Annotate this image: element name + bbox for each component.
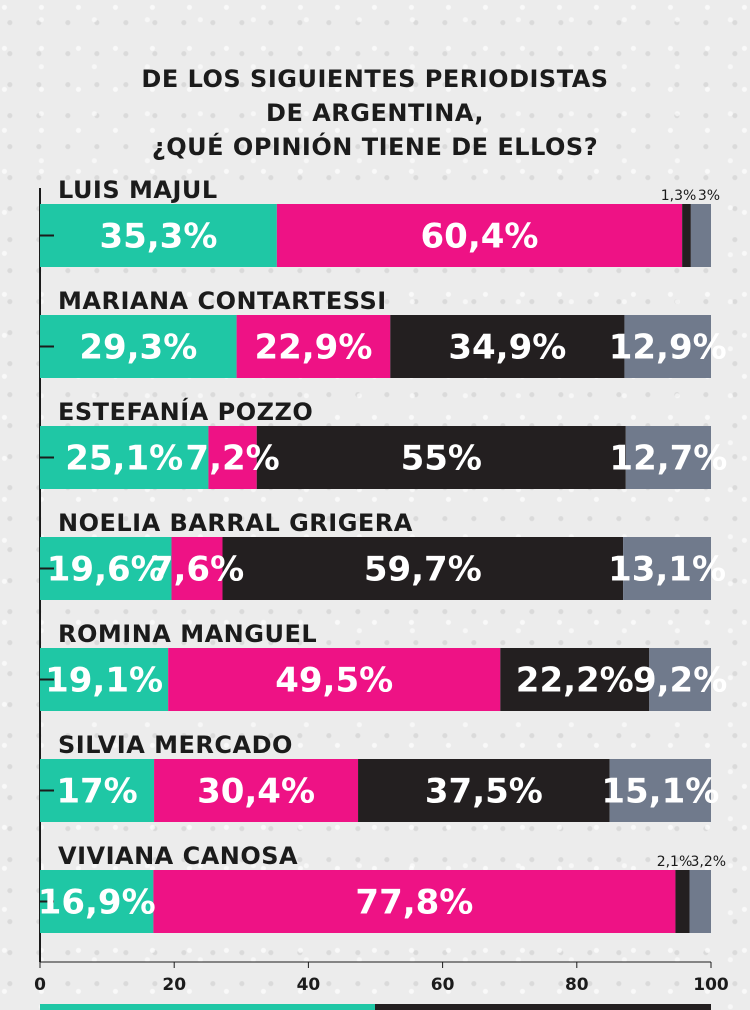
bar-segment xyxy=(40,426,209,489)
title-line-3: ¿QUÉ OPINIÓN TIENE DE ELLOS? xyxy=(151,133,599,161)
data-label-small: 2,1% xyxy=(657,854,693,870)
bar-segment xyxy=(682,204,691,267)
data-label: 30,4% xyxy=(197,772,315,812)
data-label: 13,1% xyxy=(608,550,726,590)
bar-segment xyxy=(624,315,711,378)
bar-segment xyxy=(358,759,610,822)
x-tick-label: 80 xyxy=(565,975,589,995)
row-label: VIVIANA CANOSA xyxy=(58,842,298,870)
data-label: 35,3% xyxy=(99,217,217,257)
bar-segment xyxy=(40,537,172,600)
bar-segment xyxy=(154,759,359,822)
data-label-small: 1,3% xyxy=(661,188,697,204)
row-label: ROMINA MANGUEL xyxy=(58,620,317,648)
data-label: 77,8% xyxy=(355,883,473,923)
bar-segment xyxy=(256,426,626,489)
bar-segment xyxy=(609,759,711,822)
data-label: 19,1% xyxy=(45,661,163,701)
title-line-2: DE ARGENTINA, xyxy=(266,99,484,127)
row-label: LUIS MAJUL xyxy=(58,176,218,204)
bar-segment xyxy=(153,870,676,933)
data-label: 49,5% xyxy=(275,661,393,701)
bar-segment xyxy=(625,426,711,489)
bar-segment xyxy=(675,870,690,933)
data-label: 34,9% xyxy=(448,328,566,368)
bar-segment xyxy=(390,315,625,378)
bar-segment xyxy=(690,204,711,267)
data-label: 22,2% xyxy=(516,661,634,701)
bar-segment xyxy=(171,537,223,600)
data-label: 12,9% xyxy=(609,328,727,368)
bar-segment xyxy=(222,537,624,600)
legend-swatch-black xyxy=(375,1004,711,1010)
bar-segment xyxy=(40,204,277,267)
data-label: 55% xyxy=(401,439,482,479)
x-tick-label: 40 xyxy=(297,975,321,995)
bar-segment xyxy=(40,759,155,822)
bar-segment xyxy=(236,315,391,378)
row-label: NOELIA BARRAL GRIGERA xyxy=(58,509,413,537)
data-label: 37,5% xyxy=(425,772,543,812)
data-label: 15,1% xyxy=(601,772,719,812)
data-label: 19,6% xyxy=(47,550,165,590)
bar-segment xyxy=(208,426,257,489)
x-tick-label: 20 xyxy=(162,975,186,995)
x-tick-label: 0 xyxy=(34,975,46,995)
data-label: 60,4% xyxy=(421,217,539,257)
bar-segment xyxy=(40,648,169,711)
title-line-1: DE LOS SIGUIENTES PERIODISTAS xyxy=(141,65,609,93)
row-label: SILVIA MERCADO xyxy=(58,731,293,759)
bar-segment xyxy=(276,204,683,267)
bar-segment xyxy=(500,648,650,711)
bar-segment xyxy=(168,648,501,711)
data-label: 22,9% xyxy=(254,328,372,368)
x-tick-label: 60 xyxy=(431,975,455,995)
data-label: 7,2% xyxy=(185,439,279,479)
data-label: 7,6% xyxy=(150,550,244,590)
x-tick-label: 100 xyxy=(693,975,729,995)
row-label: MARIANA CONTARTESSI xyxy=(58,287,387,315)
bar-segment xyxy=(40,870,154,933)
chart-title: DE LOS SIGUIENTES PERIODISTAS DE ARGENTI… xyxy=(0,62,750,164)
legend-swatch-teal xyxy=(40,1004,375,1010)
data-label: 9,2% xyxy=(633,661,727,701)
bar-segment xyxy=(40,315,237,378)
bar-segment xyxy=(689,870,711,933)
data-label: 25,1% xyxy=(65,439,183,479)
data-label: 29,3% xyxy=(79,328,197,368)
data-label: 17% xyxy=(56,772,137,812)
bar-segment xyxy=(649,648,711,711)
data-label-small: 3% xyxy=(698,188,720,204)
data-label: 59,7% xyxy=(364,550,482,590)
data-label: 16,9% xyxy=(38,883,156,923)
data-label-small: 3,2% xyxy=(690,854,726,870)
data-label: 12,7% xyxy=(609,439,727,479)
bar-segment xyxy=(623,537,711,600)
row-label: ESTEFANÍA POZZO xyxy=(58,397,313,426)
